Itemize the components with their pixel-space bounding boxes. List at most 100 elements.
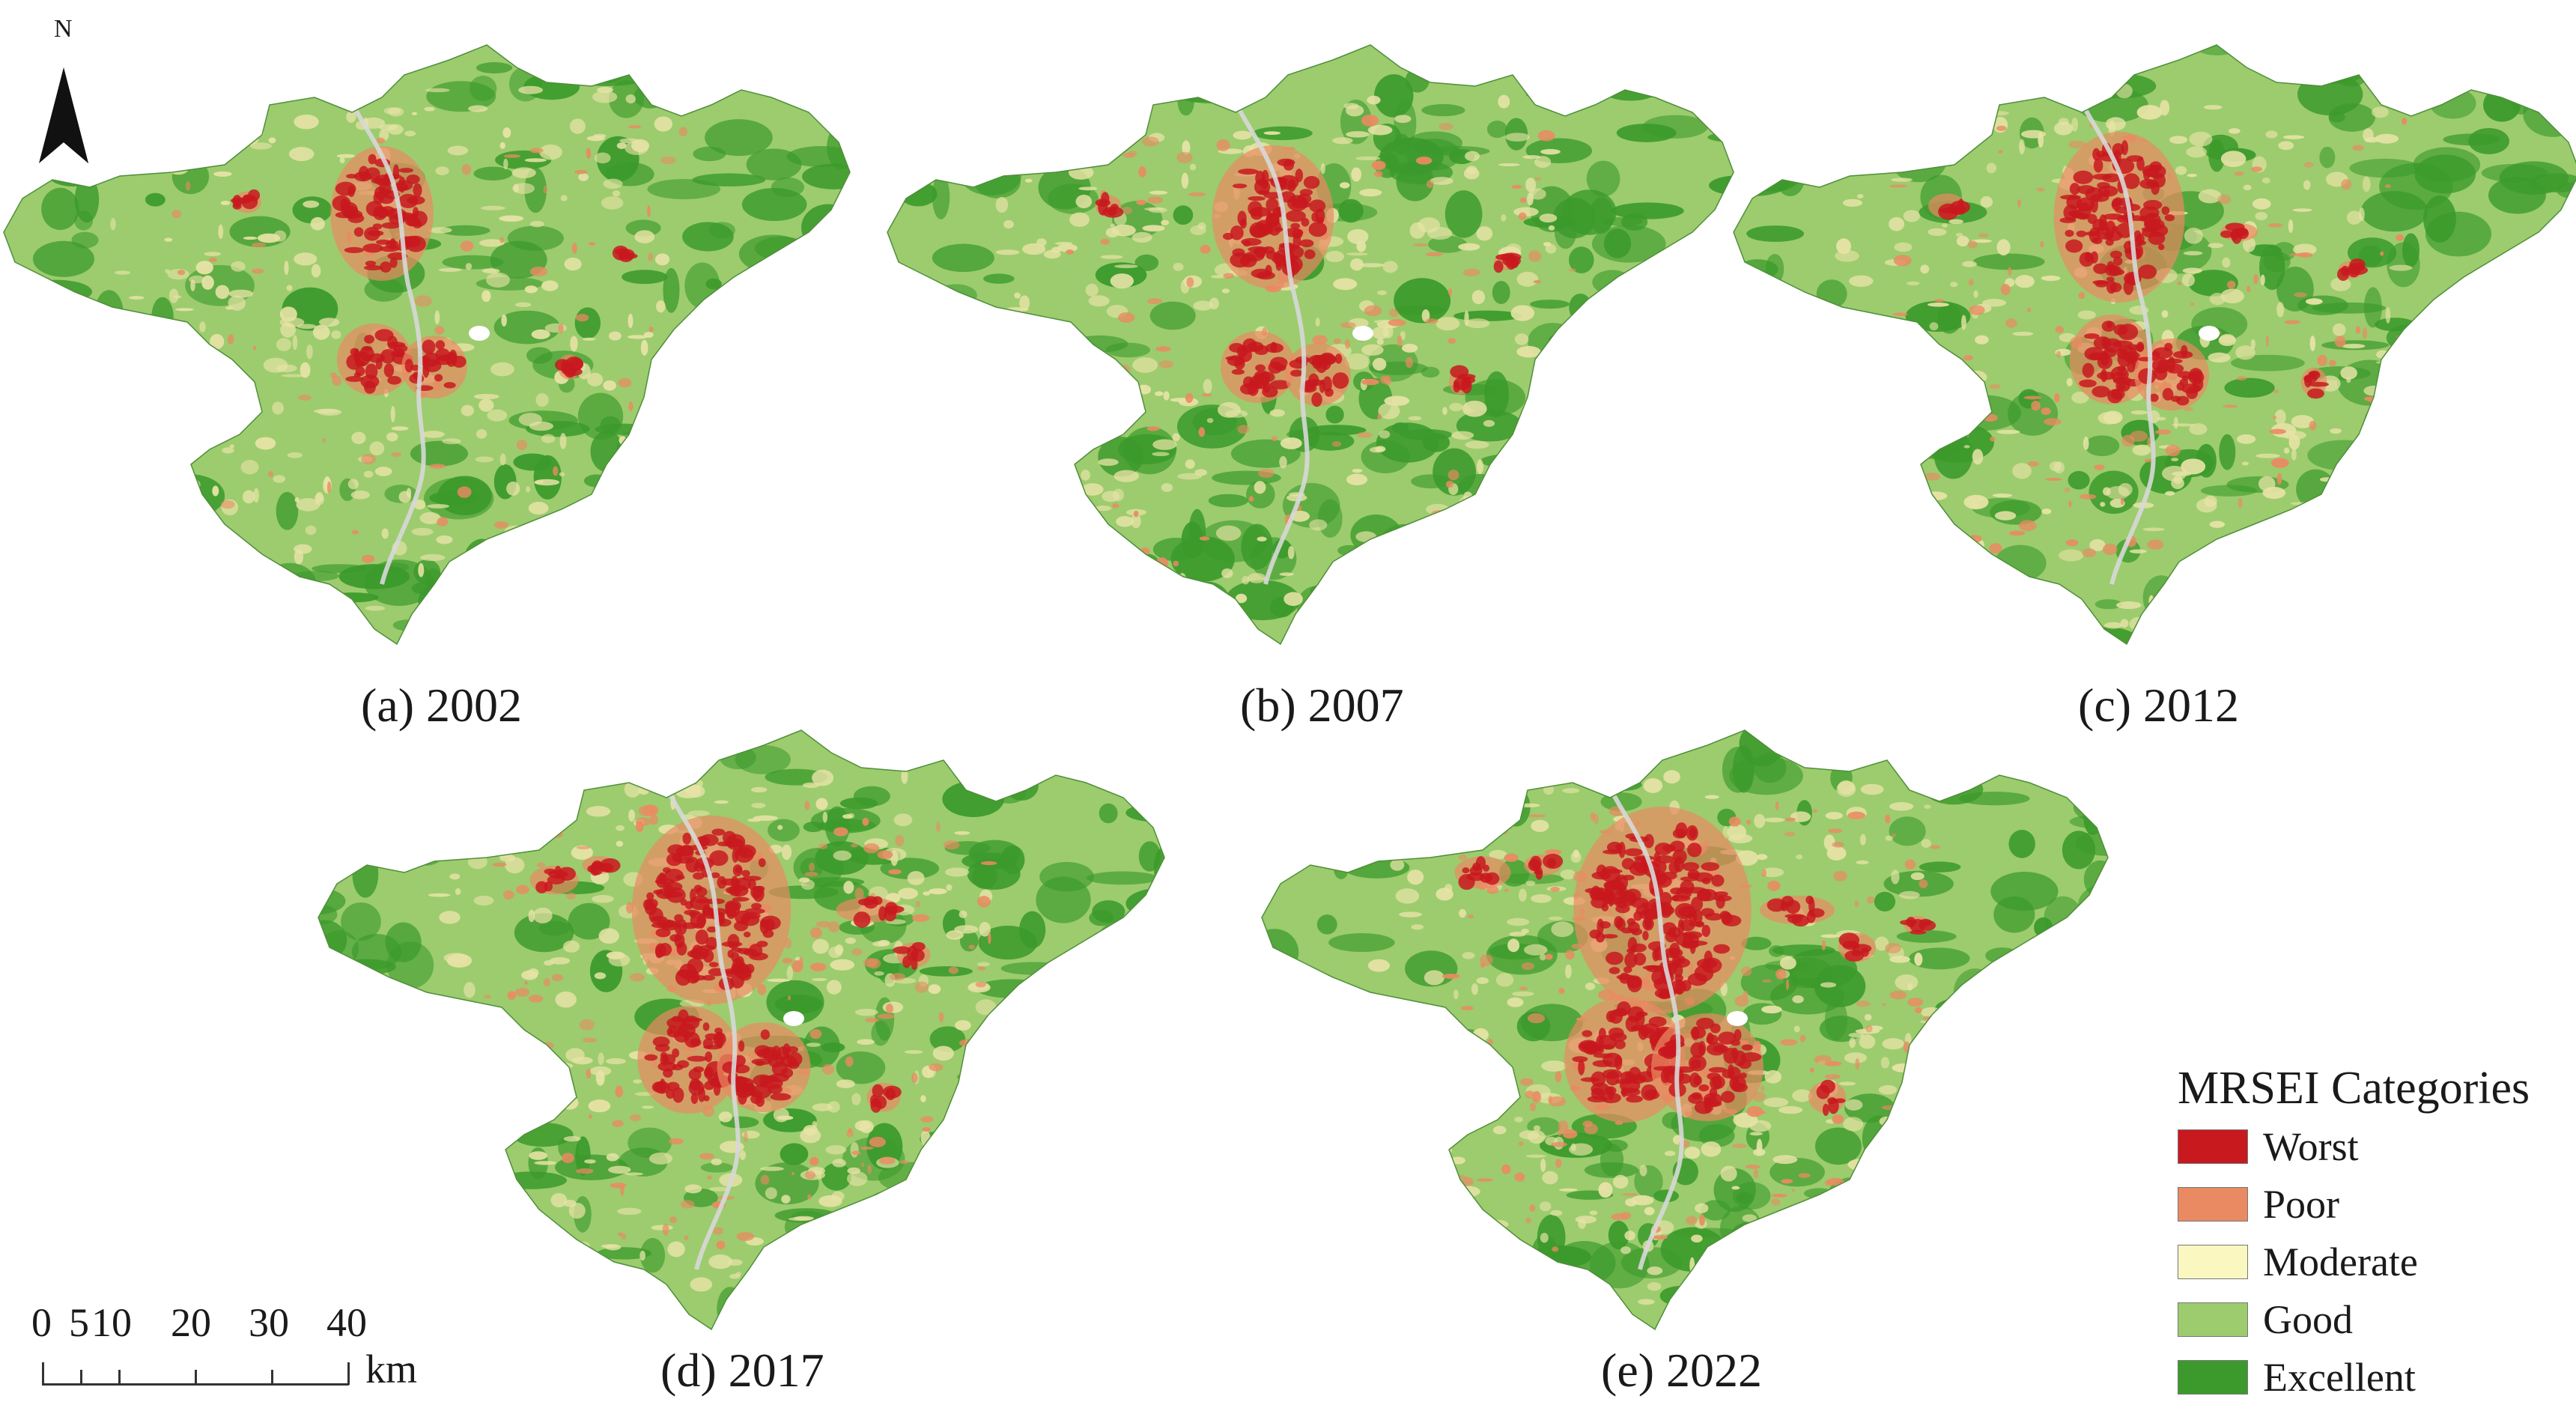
worst-patch [696, 914, 706, 929]
excellent-patch [40, 69, 104, 109]
excellent-patch [1000, 1037, 1038, 1069]
worst-patch [615, 248, 628, 255]
legend-swatch-moderate [2178, 1245, 2248, 1279]
worst-patch [768, 1084, 783, 1094]
excellent-patch [347, 1158, 371, 1197]
poor-patch [833, 827, 848, 837]
poor-patch [935, 821, 941, 833]
poor-patch [1818, 1221, 1829, 1231]
excellent-patch [1957, 1274, 1974, 1301]
moderate-patch [2041, 509, 2052, 515]
poor-patch [2055, 326, 2064, 333]
poor-patch [1527, 1013, 1546, 1024]
moderate-patch [523, 550, 543, 562]
moderate-patch [1820, 1287, 1844, 1291]
excellent-patch [989, 1144, 1063, 1156]
moderate-patch [1465, 318, 1490, 329]
excellent-patch [2325, 494, 2384, 530]
worst-patch [764, 918, 775, 931]
legend-swatch-good [2178, 1302, 2248, 1337]
excellent-patch [1143, 1287, 1164, 1304]
poor-patch [2102, 543, 2118, 556]
poor-patch [1066, 249, 1075, 255]
moderate-patch [1982, 299, 2007, 307]
moderate-patch [169, 118, 183, 133]
poor-patch [808, 862, 815, 872]
worst-patch [687, 1055, 708, 1062]
poor-patch [586, 1068, 592, 1079]
moderate-patch [836, 1079, 855, 1089]
worst-patch [675, 874, 685, 880]
poor-patch [551, 974, 564, 982]
poor-patch [684, 1235, 689, 1240]
excellent-patch [1842, 730, 1890, 752]
poor-patch [1519, 197, 1527, 204]
moderate-patch [1931, 521, 1946, 529]
excellent-patch [1448, 595, 1492, 631]
worst-patch [1232, 248, 1245, 257]
poor-patch [1611, 1213, 1627, 1221]
worst-patch [2112, 267, 2119, 273]
poor-patch [322, 438, 326, 443]
map-panel-2002 [0, 44, 861, 674]
moderate-patch [1516, 271, 1539, 287]
poor-patch [807, 1194, 812, 1200]
moderate-patch [1411, 539, 1425, 546]
excellent-patch [1710, 1275, 1746, 1307]
moderate-patch [176, 454, 190, 468]
moderate-patch [1462, 797, 1477, 805]
excellent-patch [1746, 225, 1805, 242]
worst-patch [1909, 919, 1926, 932]
moderate-patch [1973, 568, 1996, 583]
excellent-patch [839, 797, 878, 810]
poor-patch [1492, 808, 1499, 818]
moderate-patch [529, 1278, 538, 1291]
moderate-patch [527, 968, 539, 977]
moderate-patch [1372, 357, 1387, 371]
worst-patch [702, 974, 716, 981]
worst-patch [1676, 989, 1683, 995]
moderate-patch [1356, 240, 1367, 252]
excellent-patch [1208, 494, 1248, 508]
excellent-patch [476, 62, 513, 74]
moderate-patch [625, 94, 636, 104]
moderate-patch [1063, 136, 1079, 148]
moderate-patch [1860, 783, 1884, 795]
poor-patch [1550, 887, 1560, 893]
excellent-patch [756, 611, 776, 636]
moderate-patch [1950, 282, 1958, 288]
excellent-patch [1288, 1231, 1323, 1257]
excellent-patch [1525, 88, 1564, 100]
worst-patch [2347, 265, 2369, 276]
worst-patch [1653, 852, 1661, 869]
excellent-patch [1922, 1210, 1974, 1243]
moderate-patch [502, 1120, 509, 1134]
moderate-patch [872, 941, 888, 947]
moderate-patch [571, 1056, 593, 1065]
poor-patch [1465, 1071, 1471, 1078]
moderate-patch [729, 1273, 741, 1279]
poor-patch [1967, 240, 1978, 249]
excellent-patch [863, 1191, 906, 1236]
excellent-patch [1024, 1140, 1049, 1177]
excellent-patch [887, 45, 926, 81]
excellent-patch [1592, 270, 1632, 295]
moderate-patch [1036, 408, 1043, 417]
poor-patch [561, 1153, 574, 1163]
worst-patch [1475, 856, 1486, 870]
worst-patch [376, 239, 392, 245]
moderate-patch [1796, 854, 1803, 860]
poor-patch [1425, 318, 1439, 324]
excellent-patch [449, 615, 487, 644]
poor-patch [1891, 380, 1905, 388]
excellent-patch [2063, 608, 2084, 644]
worst-patch [374, 329, 394, 342]
poor-patch [809, 927, 822, 938]
moderate-patch [1332, 137, 1353, 145]
worst-patch [708, 962, 719, 968]
poor-patch [1925, 400, 1931, 413]
moderate-patch [1463, 167, 1480, 180]
excellent-patch [664, 579, 722, 592]
poor-patch [1389, 309, 1399, 318]
worst-patch [740, 914, 760, 926]
